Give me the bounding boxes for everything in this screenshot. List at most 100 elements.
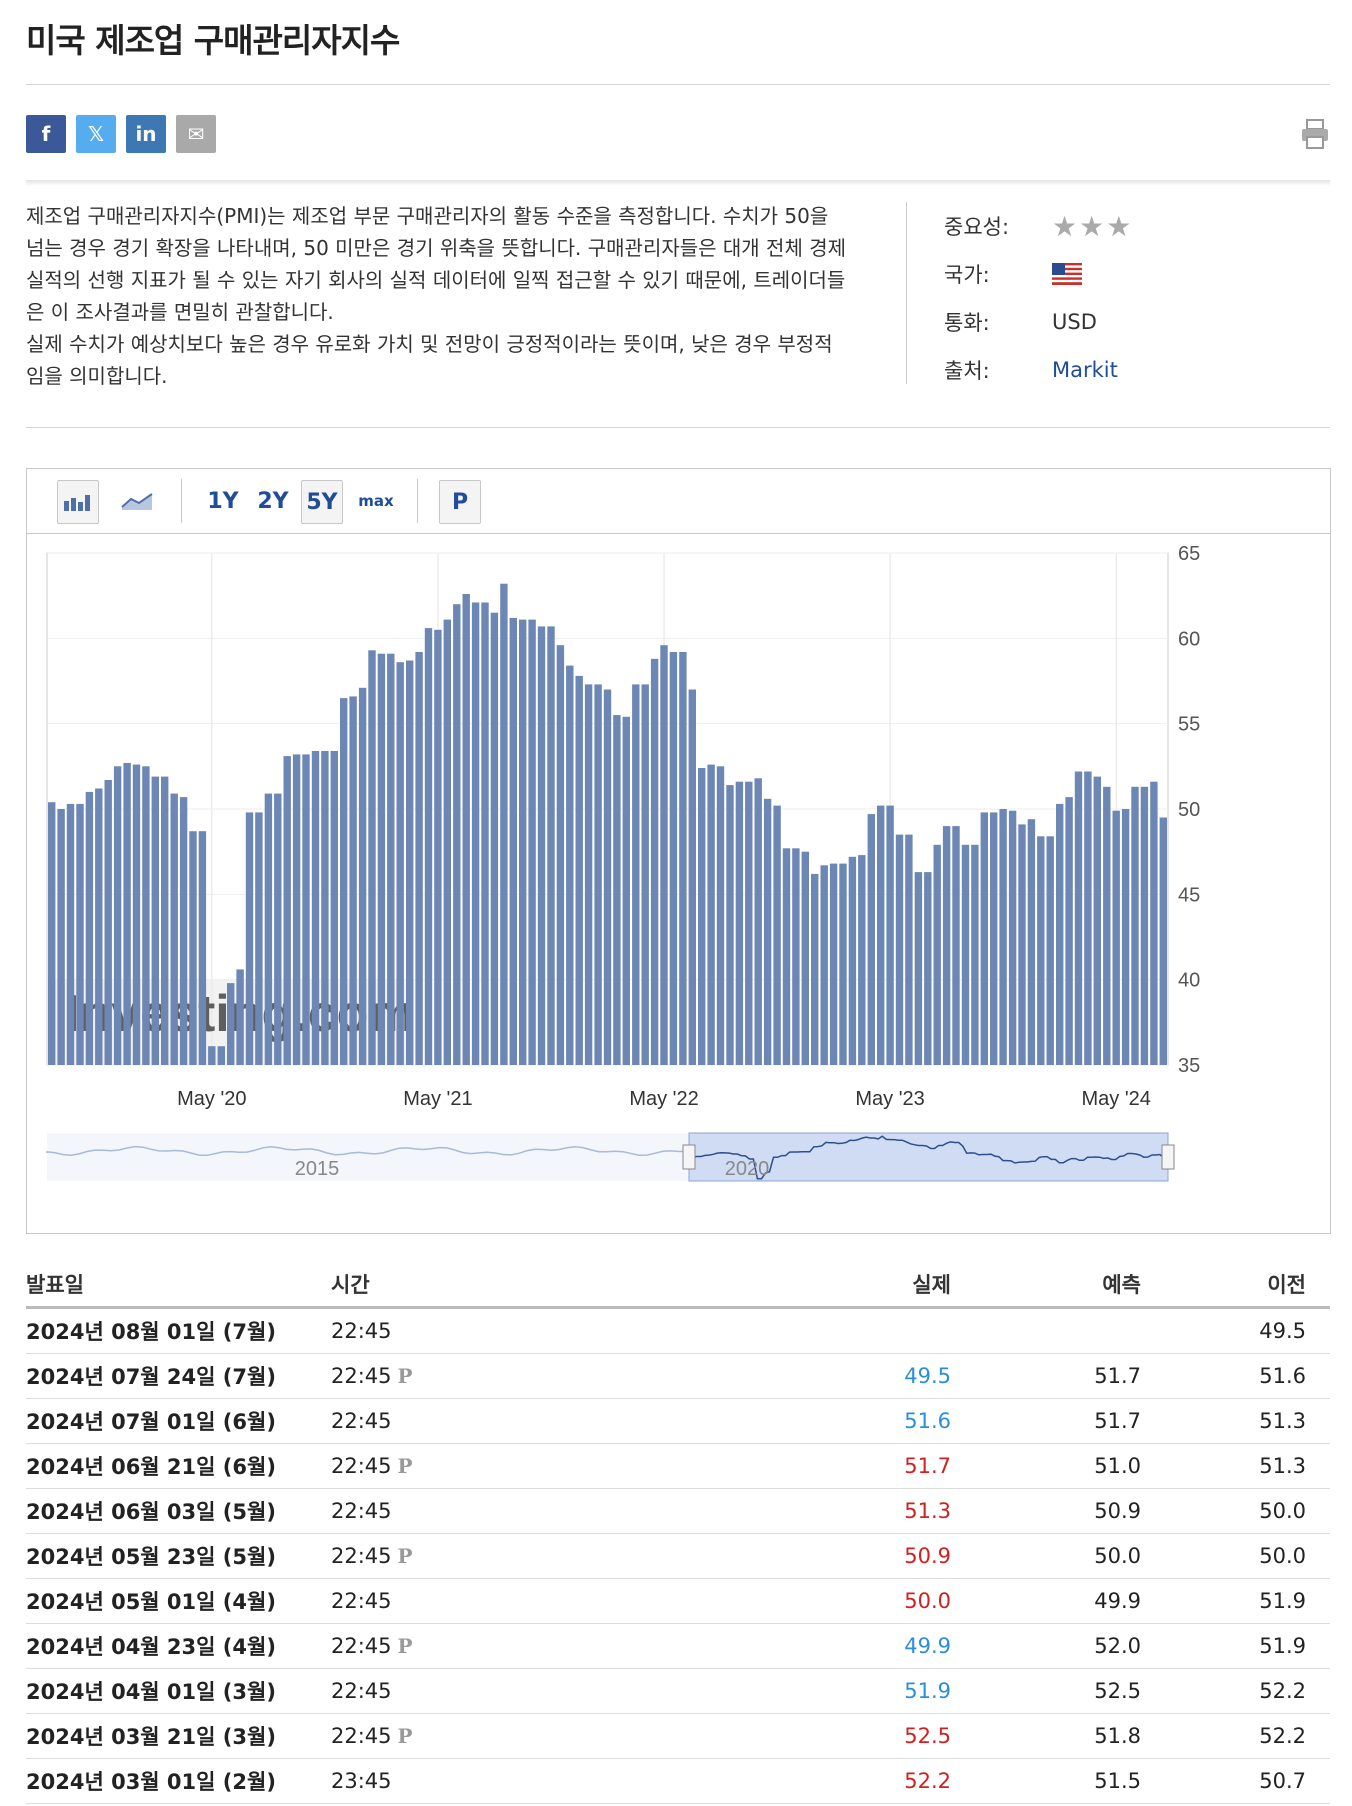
range-max-button[interactable]: max [358, 492, 394, 510]
bar [302, 754, 310, 1065]
preliminary-icon: P [397, 1364, 413, 1388]
actual-value: 51.7 [904, 1454, 951, 1478]
navigator-handle-left [682, 1144, 696, 1170]
twitter-share-button[interactable]: 𝕏 [76, 115, 116, 153]
divider [417, 479, 418, 523]
bar [924, 872, 932, 1065]
bar [641, 684, 649, 1065]
release-history-table: 2024년 08월 01일 (7월) 22:45 49.5 2024년 07월 24일… [26, 1309, 1330, 1804]
actual-value: 49.9 [904, 1634, 951, 1658]
bar [547, 626, 555, 1065]
bar [745, 781, 753, 1065]
bar [575, 675, 583, 1065]
bar [933, 844, 941, 1065]
forecast-value: 51.7 [1094, 1409, 1141, 1433]
bar [368, 650, 376, 1065]
range-1y-button[interactable]: 1Y [207, 488, 239, 514]
actual-value: 50.9 [904, 1544, 951, 1568]
bar [622, 716, 630, 1065]
bar [1112, 810, 1120, 1065]
bar [613, 715, 621, 1065]
bar [104, 780, 112, 1065]
chart-panel: 1Y 2Y 5Y max P 35404550556065Investing.c… [26, 468, 1331, 1234]
release-time: 22:45 [331, 1679, 392, 1703]
linkedin-share-button[interactable]: in [126, 115, 166, 153]
bar [698, 768, 706, 1065]
previous-value: 50.0 [1259, 1544, 1306, 1568]
header-forecast: 예측 [1102, 1273, 1141, 1297]
bar [905, 834, 913, 1065]
header-time: 시간 [331, 1273, 370, 1297]
bar [811, 873, 819, 1065]
forecast-value: 51.8 [1094, 1724, 1141, 1748]
bar [330, 751, 338, 1065]
divider [906, 202, 907, 384]
preliminary-toggle-button[interactable]: P [439, 480, 481, 524]
bar [95, 788, 103, 1065]
x-tick-label: May '22 [629, 1088, 698, 1110]
bar [792, 848, 800, 1065]
bar [66, 803, 75, 1065]
bar [236, 969, 244, 1065]
y-tick-label: 55 [1178, 714, 1200, 736]
table-row: 2024년 06월 21일 (6월) 22:45 P 51.7 51.0 51.3 [26, 1444, 1330, 1489]
bar [48, 802, 56, 1065]
x-tick-label: May '21 [403, 1088, 472, 1110]
source-link[interactable]: Markit [1052, 358, 1118, 382]
bar [500, 583, 508, 1065]
previous-value: 51.3 [1259, 1409, 1306, 1433]
bar [537, 626, 546, 1065]
release-date: 2024년 05월 23일 (5월) [26, 1545, 276, 1569]
forecast-value: 51.5 [1094, 1769, 1141, 1793]
bar [848, 856, 857, 1065]
bar [603, 689, 612, 1065]
actual-value: 51.3 [904, 1499, 951, 1523]
bar [179, 797, 188, 1065]
header-actual: 실제 [912, 1273, 951, 1297]
description-paragraph: 실제 수치가 예상치보다 높은 경우 유로화 가치 및 전망이 긍정적이라는 뜻… [26, 332, 833, 388]
table-row: 2024년 05월 23일 (5월) 22:45 P 50.9 50.0 50.0 [26, 1534, 1330, 1579]
bar [688, 689, 696, 1065]
range-2y-button[interactable]: 2Y [257, 488, 289, 514]
bar [57, 809, 65, 1065]
release-time: 23:45 [331, 1769, 392, 1793]
previous-value: 51.9 [1259, 1589, 1306, 1613]
bar [669, 652, 678, 1065]
area-chart-button[interactable] [117, 480, 157, 522]
bar [1008, 810, 1017, 1065]
table-row: 2024년 04월 01일 (3월) 22:45 51.9 52.5 52.2 [26, 1669, 1330, 1714]
bar-chart-icon [64, 495, 90, 511]
navigator-line-selected [688, 1135, 1165, 1180]
previous-value: 51.3 [1259, 1454, 1306, 1478]
email-share-button[interactable]: ✉ [176, 115, 216, 153]
bar [462, 594, 470, 1065]
divider [26, 84, 1330, 85]
range-5y-button[interactable]: 5Y [301, 480, 343, 524]
y-tick-label: 45 [1178, 884, 1200, 906]
release-date: 2024년 08월 01일 (7월) [26, 1320, 276, 1344]
bar [999, 809, 1007, 1065]
bar [255, 812, 263, 1065]
facebook-share-button[interactable]: f [26, 115, 66, 153]
bar [189, 831, 197, 1065]
bar [245, 812, 254, 1065]
header-previous: 이전 [1267, 1273, 1306, 1297]
previous-value: 52.2 [1259, 1679, 1306, 1703]
actual-value: 50.0 [904, 1589, 951, 1613]
previous-value: 51.9 [1259, 1634, 1306, 1658]
bar [980, 812, 988, 1065]
bar [707, 764, 715, 1065]
bar [406, 660, 414, 1065]
table-row: 2024년 07월 01일 (6월) 22:45 51.6 51.7 51.3 [26, 1399, 1330, 1444]
table-row: 2024년 05월 01일 (4월) 22:45 50.0 49.9 51.9 [26, 1579, 1330, 1624]
print-icon[interactable] [1300, 118, 1330, 150]
bar [782, 848, 791, 1065]
bar [914, 872, 923, 1065]
bar-chart-button[interactable] [57, 480, 99, 524]
bar [471, 602, 480, 1065]
previous-value: 51.6 [1259, 1364, 1306, 1388]
bar [801, 851, 809, 1065]
bar [453, 604, 461, 1065]
importance-label: 중요성: [944, 215, 1010, 239]
